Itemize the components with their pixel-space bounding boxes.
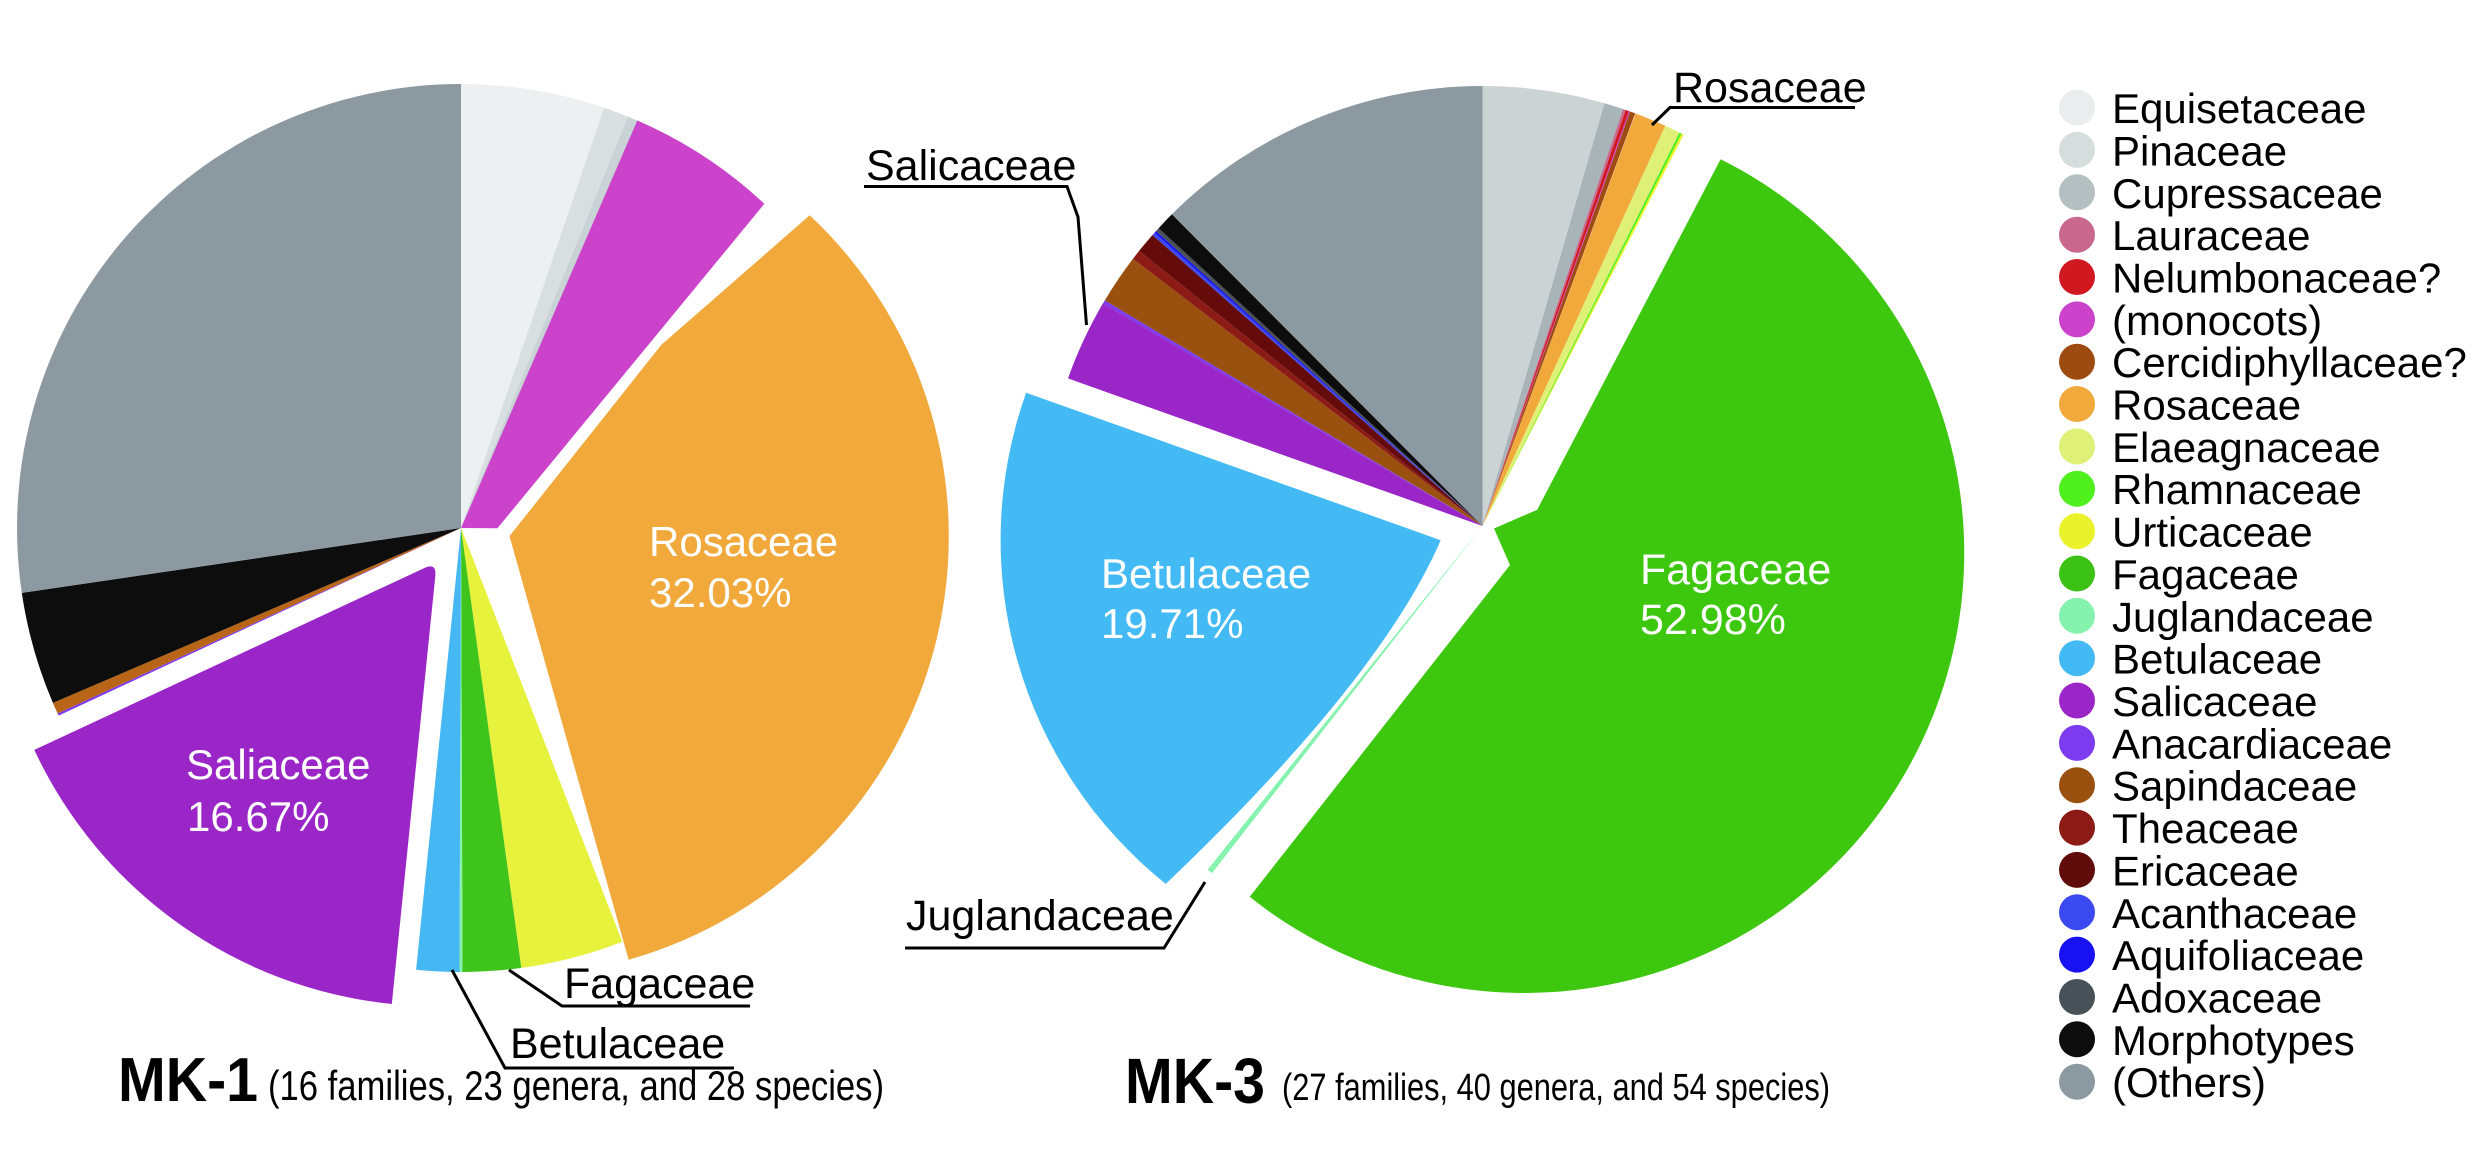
svg-text:MK-1: MK-1 xyxy=(118,1046,258,1115)
svg-text:(16 families, 23 genera, and 2: (16 families, 23 genera, and 28 species) xyxy=(268,1062,884,1109)
svg-text:19.71%: 19.71% xyxy=(1101,600,1243,647)
svg-text:Aquifoliaceae: Aquifoliaceae xyxy=(2112,932,2364,979)
svg-text:Equisetaceae: Equisetaceae xyxy=(2112,85,2367,132)
svg-text:Rhamnaceae: Rhamnaceae xyxy=(2112,466,2362,513)
svg-text:Elaeagnaceae: Elaeagnaceae xyxy=(2112,424,2381,471)
svg-text:52.98%: 52.98% xyxy=(1640,596,1786,644)
svg-text:Ericaceae: Ericaceae xyxy=(2112,847,2299,894)
svg-text:Salicaceae: Salicaceae xyxy=(866,142,1076,190)
svg-text:Fagaceae: Fagaceae xyxy=(2112,551,2299,598)
svg-text:Anacardiaceae: Anacardiaceae xyxy=(2112,720,2392,767)
svg-text:32.03%: 32.03% xyxy=(649,569,791,616)
svg-text:Fagaceae: Fagaceae xyxy=(564,960,755,1008)
svg-text:Pinaceae: Pinaceae xyxy=(2112,127,2287,174)
svg-text:Salicaceae: Salicaceae xyxy=(2112,678,2317,725)
svg-text:Fagaceae: Fagaceae xyxy=(1640,546,1831,594)
svg-text:(Others): (Others) xyxy=(2112,1059,2266,1106)
svg-text:Acanthaceae: Acanthaceae xyxy=(2112,890,2357,937)
svg-text:Morphotypes: Morphotypes xyxy=(2112,1017,2355,1064)
svg-text:Betulaceae: Betulaceae xyxy=(510,1020,725,1068)
svg-text:Sapindaceae: Sapindaceae xyxy=(2112,763,2357,810)
svg-text:(27 families, 40 genera, and 5: (27 families, 40 genera, and 54 species) xyxy=(1282,1067,1830,1109)
svg-text:MK-3: MK-3 xyxy=(1125,1045,1265,1117)
svg-text:Rosaceae: Rosaceae xyxy=(649,518,838,565)
svg-text:Nelumbonaceae?: Nelumbonaceae? xyxy=(2112,255,2441,302)
svg-text:16.67%: 16.67% xyxy=(187,793,329,840)
svg-text:Urticaceae: Urticaceae xyxy=(2112,509,2313,556)
svg-text:Juglandaceae: Juglandaceae xyxy=(2112,593,2374,640)
svg-text:Juglandaceae: Juglandaceae xyxy=(906,892,1174,940)
svg-text:Theaceae: Theaceae xyxy=(2112,805,2299,852)
svg-text:Betulaceae: Betulaceae xyxy=(2112,636,2322,683)
svg-text:Adoxaceae: Adoxaceae xyxy=(2112,975,2322,1022)
svg-text:(monocots): (monocots) xyxy=(2112,297,2322,344)
svg-text:Saliaceae: Saliaceae xyxy=(186,741,370,788)
svg-text:Cupressaceae: Cupressaceae xyxy=(2112,170,2383,217)
svg-text:Rosaceae: Rosaceae xyxy=(1673,64,1867,112)
svg-text:Lauraceae: Lauraceae xyxy=(2112,212,2311,259)
svg-text:Cercidiphyllaceae?: Cercidiphyllaceae? xyxy=(2112,339,2467,386)
svg-text:Betulaceae: Betulaceae xyxy=(1101,550,1311,597)
svg-text:Rosaceae: Rosaceae xyxy=(2112,382,2301,429)
